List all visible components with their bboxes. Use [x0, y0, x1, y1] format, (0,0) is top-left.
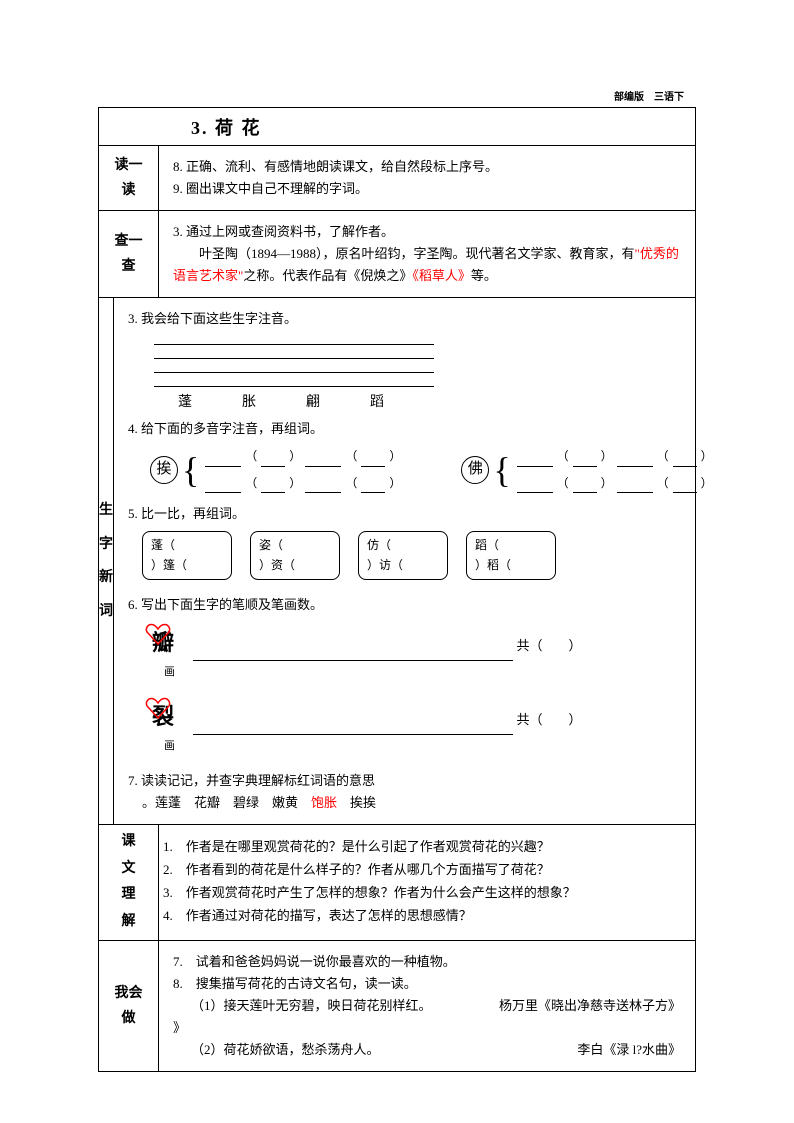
- stroke-item: 瓣 共（ ） 画: [142, 624, 713, 682]
- red-title: 《稻草人》: [412, 268, 471, 283]
- poem-text: （2）荷花娇欲语，愁杀荡舟人。: [191, 1039, 380, 1061]
- comprehension-q: 3. 作者观赏荷花时产生了怎样的想象？作者为什么会产生这样的想象？: [163, 882, 681, 904]
- heart-icon: [144, 620, 172, 644]
- section-label-read: 读一 读: [99, 146, 159, 210]
- section-read: 读一 读 8. 正确、流利、有感情地朗读课文，给自然段标上序号。 9. 圈出课文…: [99, 146, 695, 211]
- stroke-item: 裂 共（ ） 画: [142, 698, 713, 756]
- pair-b: ）篷（: [151, 558, 187, 572]
- q7-post: 挨挨: [337, 795, 376, 810]
- label-text: 生: [99, 494, 113, 528]
- bibi-box[interactable]: 蹈（ ）稻（: [466, 531, 556, 579]
- brace-icon: {: [182, 452, 199, 488]
- section-content-read: 8. 正确、流利、有感情地朗读课文，给自然段标上序号。 9. 圈出课文中自己不理…: [159, 146, 695, 210]
- stroke-char: 裂: [152, 698, 174, 735]
- duoyin-char: 佛: [461, 456, 489, 484]
- stroke-char: 瓣: [152, 624, 174, 661]
- label-text: 词: [99, 595, 113, 629]
- poem-tail: 》: [173, 1017, 681, 1039]
- research-body: 叶圣陶（1894—1988），原名叶绍钧，字圣陶。现代著名文学家、教育家，有"优…: [173, 243, 681, 287]
- label-text: 读一: [115, 153, 143, 178]
- label-text: 新: [99, 561, 113, 595]
- section-comprehension: 课 文 理 解 1. 作者是在哪里观赏荷花的？是什么引起了作者观赏荷花的兴趣？ …: [99, 825, 695, 940]
- pair-a: 仿（: [367, 538, 391, 552]
- label-text: 我会: [115, 981, 143, 1006]
- duoyinzi-group: 挨 { （）（） （）（） 佛 { （）（） （）（）: [150, 446, 713, 493]
- heart-icon: [144, 694, 172, 718]
- comprehension-q: 4. 作者通过对荷花的描写，表达了怎样的思想感情？: [163, 905, 681, 927]
- pair-b: ）稻（: [475, 558, 511, 572]
- body-pre: 叶圣陶（1894—1988），原名叶绍钧，字圣陶。现代著名文学家、教育家，有: [173, 246, 635, 261]
- q7b: 。莲蓬 花瓣 碧绿 嫩黄 饱胀 挨挨: [142, 792, 713, 814]
- section-doit: 我会 做 7. 试着和爸爸妈妈说一说你最喜欢的一种植物。 8. 搜集描写荷花的古…: [99, 941, 695, 1072]
- duoyin-blanks[interactable]: （）（） （）（）: [517, 446, 713, 493]
- body-mid: 之称。代表作品有《倪焕之》: [243, 268, 412, 283]
- comprehension-q: 2. 作者看到的荷花是什么样子的？作者从哪几个方面描写了荷花？: [163, 859, 681, 881]
- bibi-box[interactable]: 仿（ ）访（: [358, 531, 448, 579]
- section-label-doit: 我会 做: [99, 941, 159, 1071]
- pair-a: 姿（: [259, 538, 283, 552]
- stroke-sub: 画: [164, 737, 713, 756]
- comprehension-q: 1. 作者是在哪里观赏荷花的？是什么引起了作者观赏荷花的兴趣？: [163, 836, 681, 858]
- label-text: 字: [99, 528, 113, 562]
- poem-text: （1）接天莲叶无穷碧，映日荷花别样红。: [191, 995, 432, 1017]
- label-text: 文: [122, 856, 136, 883]
- section-research: 查一 查 3. 通过上网或查阅资料书，了解作者。 叶圣陶（1894—1988），…: [99, 211, 695, 298]
- q7-pre: 。莲蓬 花瓣 碧绿 嫩黄: [142, 795, 311, 810]
- lesson-title: 3. 荷 花: [99, 108, 695, 146]
- stroke-blank[interactable]: [193, 717, 513, 735]
- worksheet-frame: 3. 荷 花 读一 读 8. 正确、流利、有感情地朗读课文，给自然段标上序号。 …: [98, 107, 696, 1072]
- q3: 3. 我会给下面这些生字注音。: [128, 308, 713, 330]
- poem-cite: 李白《渌 l?水曲》: [577, 1039, 681, 1061]
- q5: 5. 比一比，再组词。: [128, 503, 713, 525]
- label-text: 理: [122, 882, 136, 909]
- poem-line: （2）荷花娇欲语，愁杀荡舟人。 李白《渌 l?水曲》: [191, 1039, 681, 1061]
- label-text: 查一: [115, 229, 143, 254]
- duoyinzi-item: 佛 { （）（） （）（）: [461, 446, 712, 493]
- poem-line: （1）接天莲叶无穷碧，映日荷花别样红。 杨万里《晓出净慈寺送林子方》: [191, 995, 681, 1017]
- label-text: 课: [122, 829, 136, 856]
- q4: 4. 给下面的多音字注音，再组词。: [128, 418, 713, 440]
- brace-icon: {: [493, 452, 510, 488]
- section-content-comprehension: 1. 作者是在哪里观赏荷花的？是什么引起了作者观赏荷花的兴趣？ 2. 作者看到的…: [159, 825, 695, 939]
- label-text: 读: [122, 178, 136, 203]
- duoyin-blanks[interactable]: （）（） （）（）: [205, 446, 401, 493]
- q7-red: 饱胀: [311, 795, 337, 810]
- stroke-sub: 画: [164, 663, 713, 682]
- bibi-box[interactable]: 蓬（ ）篷（: [142, 531, 232, 579]
- doit-item: 7. 试着和爸爸妈妈说一说你最喜欢的一种植物。: [173, 951, 681, 973]
- label-text: 解: [122, 909, 136, 936]
- pair-a: 蓬（: [151, 538, 175, 552]
- section-content-research: 3. 通过上网或查阅资料书，了解作者。 叶圣陶（1894—1988），原名叶绍钧…: [159, 211, 695, 297]
- label-text: 查: [122, 254, 136, 279]
- pair-a: 蹈（: [475, 538, 499, 552]
- q7a: 7. 读读记记，并查字典理解标红词语的意思: [128, 770, 713, 792]
- section-words: 生 字 新 词 3. 我会给下面这些生字注音。 蓬 胀 翩 蹈 4. 给下面的多…: [99, 298, 695, 825]
- section-label-comprehension: 课 文 理 解: [99, 825, 159, 939]
- duoyinzi-item: 挨 { （）（） （）（）: [150, 446, 401, 493]
- bibi-box[interactable]: 姿（ ）资（: [250, 531, 340, 579]
- pair-b: ）访（: [367, 558, 403, 572]
- doit-item: 8. 搜集描写荷花的古诗文名句，读一读。: [173, 973, 681, 995]
- section-content-doit: 7. 试着和爸爸妈妈说一说你最喜欢的一种植物。 8. 搜集描写荷花的古诗文名句，…: [159, 941, 695, 1071]
- read-item: 8. 正确、流利、有感情地朗读课文，给自然段标上序号。: [173, 156, 681, 178]
- read-item: 9. 圈出课文中自己不理解的字词。: [173, 178, 681, 200]
- section-label-research: 查一 查: [99, 211, 159, 297]
- body-end: 等。: [471, 268, 497, 283]
- section-label-words: 生 字 新 词: [99, 298, 114, 824]
- section-content-words: 3. 我会给下面这些生字注音。 蓬 胀 翩 蹈 4. 给下面的多音字注音，再组词…: [114, 298, 727, 824]
- q6: 6. 写出下面生字的笔顺及笔画数。: [128, 594, 713, 616]
- pinyin-chars: 蓬 胀 翩 蹈: [178, 391, 713, 415]
- stroke-suffix: 共（ ）: [517, 712, 582, 727]
- pinyin-blank-lines[interactable]: [154, 335, 713, 387]
- label-text: 做: [122, 1006, 136, 1031]
- pair-b: ）资（: [259, 558, 295, 572]
- stroke-suffix: 共（ ）: [517, 638, 582, 653]
- stroke-blank[interactable]: [193, 643, 513, 661]
- duoyin-char: 挨: [150, 456, 178, 484]
- header-label: 部编版 三语下: [614, 88, 684, 103]
- poem-cite: 杨万里《晓出净慈寺送林子方》: [499, 995, 681, 1017]
- research-intro: 3. 通过上网或查阅资料书，了解作者。: [173, 221, 681, 243]
- bibi-group: 蓬（ ）篷（ 姿（ ）资（ 仿（ ）访（ 蹈（ ）稻（: [142, 531, 713, 579]
